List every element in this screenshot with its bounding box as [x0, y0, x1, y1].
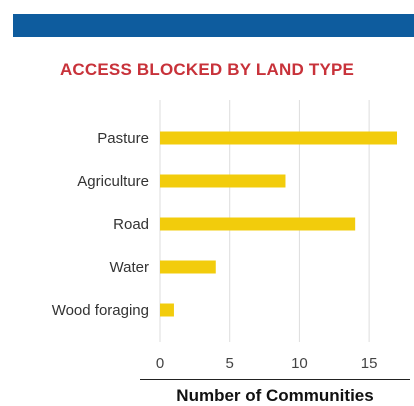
category-label-road: Road — [113, 216, 149, 233]
bar-wood-foraging — [160, 303, 174, 317]
x-tick-label-5: 5 — [226, 355, 234, 372]
category-label-water: Water — [110, 259, 149, 276]
category-label-agriculture: Agriculture — [77, 173, 149, 190]
chart-title: ACCESS BLOCKED BY LAND TYPE — [59, 60, 355, 79]
x-tick-label-15: 15 — [361, 355, 378, 372]
category-label-wood-foraging: Wood foraging — [52, 302, 149, 319]
x-tick-label-0: 0 — [156, 355, 164, 372]
x-axis-title: Number of Communities — [176, 386, 374, 405]
bar-pasture — [160, 131, 397, 145]
bars — [160, 131, 397, 317]
category-labels: Pasture Agriculture Road Water Wood foraging — [52, 130, 149, 319]
x-tick-labels: 0 5 10 15 — [156, 355, 378, 372]
bar-agriculture — [160, 174, 286, 188]
bar-road — [160, 217, 356, 231]
bar-water — [160, 260, 216, 274]
header-band — [13, 14, 414, 37]
x-tick-label-10: 10 — [291, 355, 308, 372]
category-label-pasture: Pasture — [97, 130, 149, 147]
x-axis-line — [140, 379, 410, 380]
